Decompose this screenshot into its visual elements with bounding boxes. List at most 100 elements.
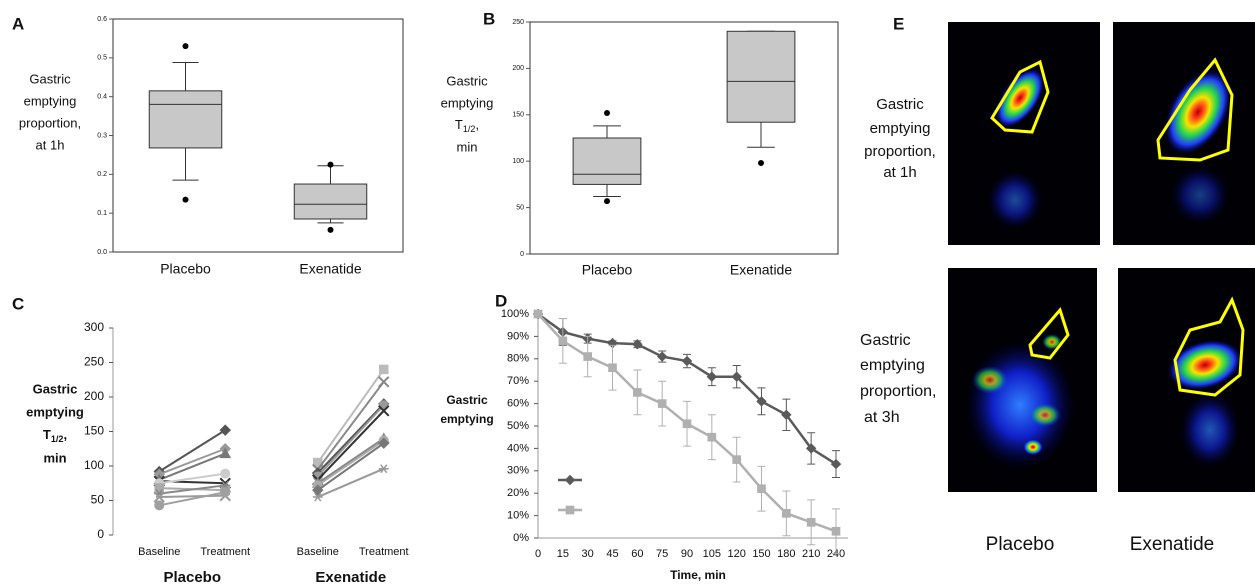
marker [758, 485, 766, 493]
y-axis-label: Gastric [33, 381, 78, 396]
row-label-line: Gastric [860, 332, 911, 349]
x-tick-label: Placebo [582, 262, 633, 278]
panel-letter: C [12, 294, 24, 313]
y-tick-label: 60% [507, 398, 529, 410]
outlier [183, 43, 189, 49]
legend-marker [566, 476, 575, 485]
x-tick-label: 45 [606, 548, 618, 560]
marker [584, 353, 592, 361]
y-tick-label: 0.0 [97, 249, 107, 256]
y-tick-label: 40% [507, 442, 529, 454]
y-tick-label: 20% [507, 487, 529, 499]
y-axis-label: at 1h [36, 137, 65, 152]
y-tick-label: 10% [507, 510, 529, 522]
label-symbol: T [455, 117, 463, 132]
y-tick-label: 90% [507, 330, 529, 342]
pair-line [159, 496, 225, 497]
box [149, 91, 222, 148]
y-tick-label: 0.5 [97, 55, 107, 62]
y-tick-label: 0.6 [97, 16, 107, 23]
x-tick-label: Exenatide [299, 261, 361, 277]
row-label: Gastric emptying proportion, at 3h [860, 332, 937, 426]
marker [220, 425, 230, 435]
marker [379, 377, 389, 387]
row-label-line: emptying [870, 120, 931, 137]
y-tick-label: 150 [84, 424, 104, 438]
y-tick-label: 150 [512, 112, 524, 119]
box [727, 31, 795, 122]
marker [221, 469, 230, 478]
x-tick-label: Placebo [160, 261, 211, 277]
figure: E Gastric emptying proportion, at 1h Gas… [0, 0, 1255, 587]
outlier [758, 160, 764, 166]
x-tick-label: 60 [631, 548, 643, 560]
x-tick-label: Treatment [200, 546, 250, 558]
outlier [604, 110, 610, 116]
box [573, 138, 641, 184]
marker [683, 420, 691, 428]
pair-line [159, 492, 225, 505]
scan-blob [972, 366, 1008, 394]
label-subscript: 1/2 [463, 124, 476, 134]
y-tick-label: 100% [501, 308, 529, 320]
x-tick-label: 30 [582, 548, 594, 560]
marker [832, 527, 840, 535]
column-label: Exenatide [1130, 534, 1215, 555]
y-tick-label: 100 [512, 158, 524, 165]
x-tick-label: 105 [703, 548, 721, 560]
panel-letter: B [483, 9, 495, 28]
marker [221, 488, 230, 497]
marker [534, 310, 542, 318]
y-tick-label: 70% [507, 375, 529, 387]
page: {"chart_data": [ {"panel": "A", "type": … [0, 0, 1255, 587]
y-axis-label: emptying [24, 93, 77, 108]
outlier [604, 198, 610, 204]
x-axis-label: Time, min [670, 568, 726, 582]
label-punct: , [63, 427, 67, 442]
y-tick-label: 0.3 [97, 132, 107, 139]
row-label-line: emptying [860, 357, 925, 374]
y-tick-label: 30% [507, 465, 529, 477]
x-tick-label: 15 [557, 548, 569, 560]
x-tick-label: 75 [656, 548, 668, 560]
scan-blob [965, 340, 1075, 470]
scan-blob [1029, 403, 1061, 427]
y-axis-label: Gastric [29, 71, 71, 86]
marker [559, 337, 567, 345]
y-tick-label: 0 [520, 251, 524, 258]
column-label: Placebo [986, 534, 1055, 555]
scan-blob [1180, 392, 1240, 468]
x-tick-label: Baseline [297, 546, 339, 558]
y-axis-label: T1/2, [455, 117, 479, 134]
y-tick-label: 0 [97, 527, 104, 541]
row-label-line: proportion, [864, 143, 936, 160]
marker [708, 433, 716, 441]
y-tick-label: 250 [512, 19, 524, 26]
row-label-line: at 1h [883, 164, 916, 181]
y-tick-label: 80% [507, 353, 529, 365]
scan-blob [987, 170, 1043, 230]
x-tick-label: Exenatide [730, 262, 792, 278]
marker [634, 389, 642, 397]
pair-line [318, 382, 384, 470]
row-label-line: Gastric [876, 96, 924, 113]
x-tick-label: 120 [727, 548, 745, 560]
x-tick-label: 90 [681, 548, 693, 560]
panel-letter: E [893, 14, 904, 33]
pair-line [159, 430, 225, 471]
row-label-line: at 3h [864, 409, 900, 426]
marker [380, 365, 389, 374]
scan-images [948, 22, 1255, 492]
marker [658, 352, 667, 361]
x-tick-label: Treatment [359, 546, 409, 558]
outlier [183, 197, 189, 203]
x-tick-label: 210 [802, 548, 820, 560]
y-tick-label: 300 [84, 320, 104, 334]
x-tick-label: 180 [777, 548, 795, 560]
y-axis-label: emptying [26, 404, 84, 419]
y-tick-label: 50% [507, 420, 529, 432]
y-tick-label: 0% [513, 532, 529, 544]
row-label-line: proportion, [860, 383, 937, 400]
x-tick-label: 0 [535, 548, 541, 560]
marker [609, 364, 617, 372]
